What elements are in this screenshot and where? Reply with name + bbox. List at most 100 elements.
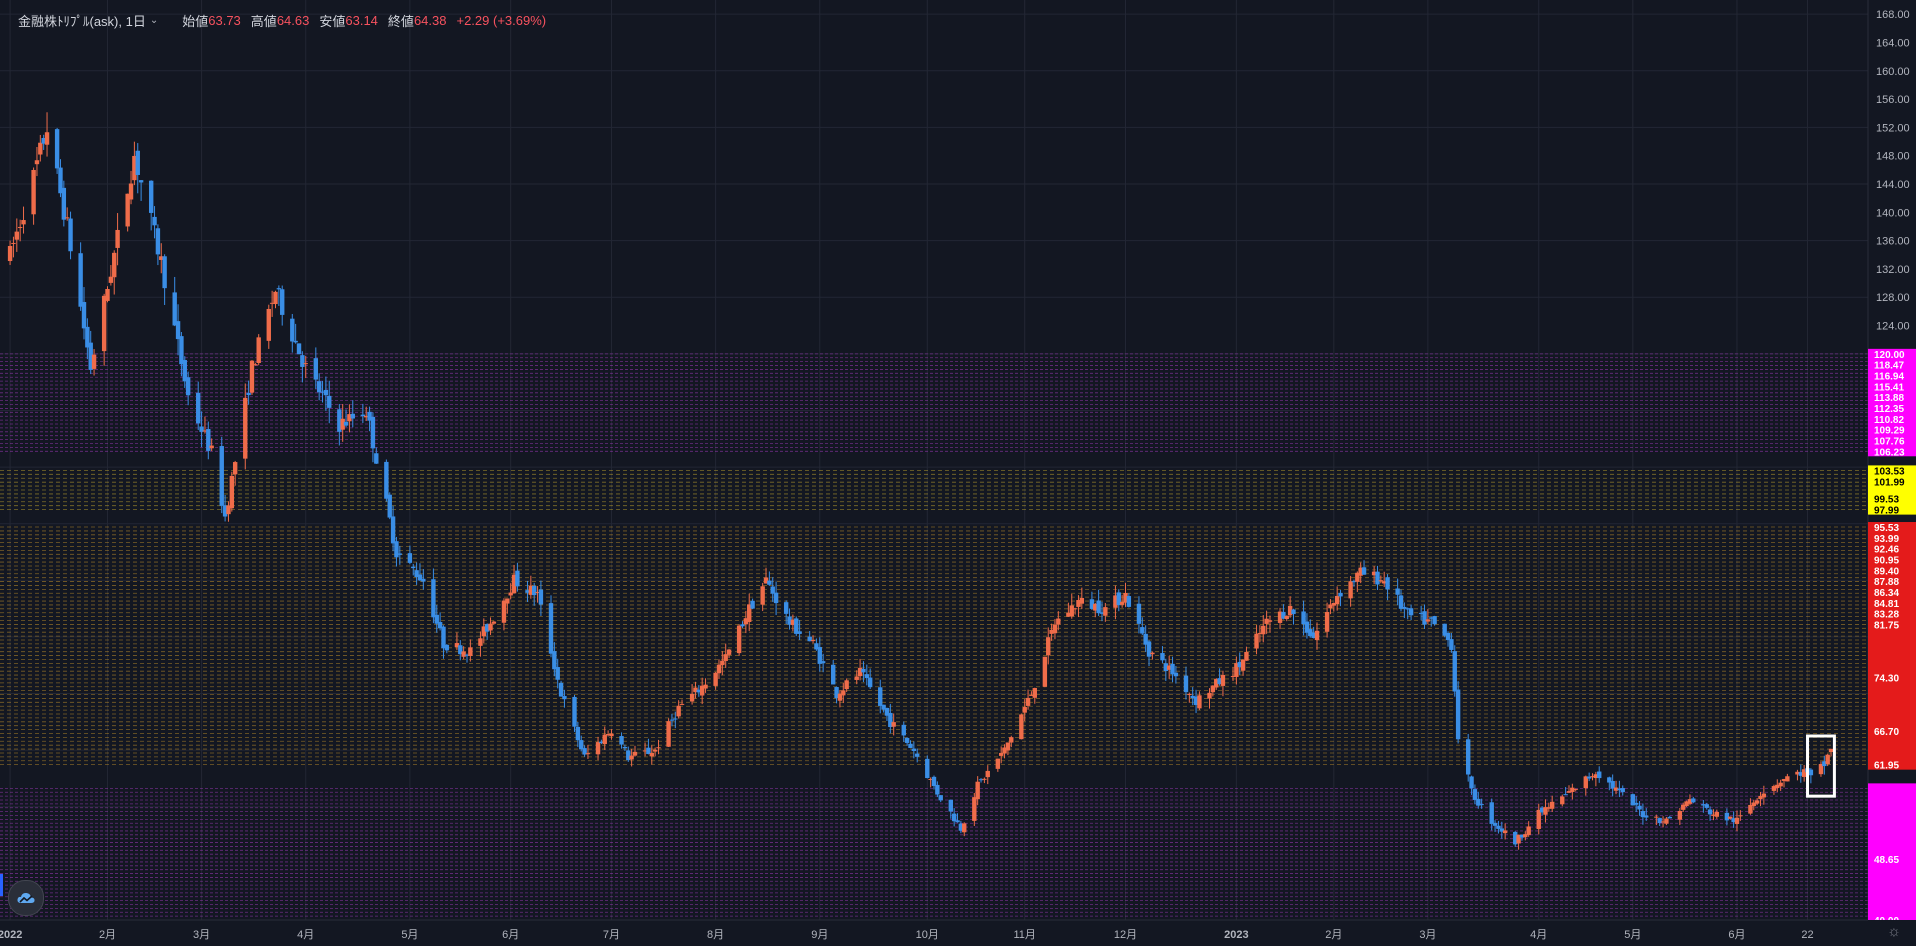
candle-body <box>555 667 560 680</box>
candle-body <box>935 784 940 795</box>
candle-body <box>689 693 695 702</box>
candle-body <box>159 256 164 260</box>
candle-body <box>676 705 681 717</box>
candle-body <box>760 586 765 605</box>
candle-body <box>1079 597 1085 604</box>
candle-body <box>1502 830 1508 834</box>
candle-body <box>938 795 943 801</box>
open-label: 始値 <box>182 13 209 29</box>
candle-body <box>1469 776 1474 789</box>
candle-body <box>434 614 439 624</box>
candle-body <box>478 638 483 646</box>
price-scale-label: 97.99 <box>1874 506 1899 517</box>
candle-body <box>605 734 611 736</box>
candle-body <box>888 712 893 728</box>
price-scale-label: 74.30 <box>1874 673 1899 684</box>
candle-body <box>1513 831 1518 845</box>
candle-body <box>1214 679 1219 688</box>
candle-body <box>726 649 732 655</box>
candle-body <box>602 734 607 745</box>
x-axis-tick: 9月 <box>811 929 828 941</box>
candle-body <box>656 747 661 749</box>
candle-body <box>579 740 584 750</box>
candle-body <box>595 742 601 755</box>
candle-body <box>360 414 366 417</box>
candle-body <box>1620 788 1625 793</box>
candle-body <box>431 579 436 618</box>
candle-body <box>394 541 399 558</box>
price-scale-label: 103.53 <box>1874 466 1905 477</box>
candle-body <box>1140 627 1145 634</box>
candle-body <box>387 494 392 518</box>
candle-body <box>1573 788 1578 790</box>
price-scale-label: 110.82 <box>1874 415 1904 426</box>
candle-body <box>1795 771 1800 775</box>
candle-body <box>820 661 826 664</box>
candle-body <box>464 654 470 656</box>
chevron-down-icon[interactable]: ⌄ <box>149 14 159 26</box>
candle-body <box>1563 794 1568 796</box>
candle-body <box>350 413 355 419</box>
candle-body <box>1217 678 1222 685</box>
gear-icon[interactable]: ☼ <box>1887 923 1901 940</box>
candle-body <box>78 253 83 307</box>
candle-body <box>300 355 305 367</box>
candle-body <box>421 578 426 582</box>
candle-body <box>619 736 624 745</box>
candle-body <box>501 600 507 623</box>
candle-body <box>1597 771 1602 779</box>
candle-body <box>807 636 812 642</box>
candle-body <box>743 618 749 625</box>
candle-body <box>1701 804 1706 806</box>
cloud-logo-icon[interactable] <box>8 880 44 916</box>
candle-body <box>901 724 906 736</box>
price-scale-label: 95.53 <box>1874 523 1899 534</box>
candle-body <box>182 360 187 382</box>
candle-body <box>407 553 413 563</box>
candle-body <box>972 797 977 821</box>
candle-body <box>1314 630 1320 641</box>
candle-body <box>1801 769 1807 777</box>
candle-body <box>1778 782 1783 787</box>
candle-body <box>1324 612 1330 632</box>
symbol-name[interactable]: 金融株ﾄﾘﾌﾟﾙ(ask), 1日 <box>18 13 146 29</box>
candle-body <box>152 216 157 226</box>
x-axis-tick: 2月 <box>1325 929 1342 941</box>
price-zone-red <box>1868 522 1916 770</box>
candle-body <box>340 418 345 430</box>
candle-body <box>458 645 463 655</box>
price-zone-magenta_lower <box>1868 783 1916 925</box>
candle-body <box>364 415 369 418</box>
x-axis-tick: 5月 <box>1624 929 1641 941</box>
candle-body <box>585 753 591 755</box>
candle-body <box>1405 608 1410 610</box>
candle-body <box>696 689 702 693</box>
open-value: 63.73 <box>208 12 241 28</box>
time-axis <box>0 920 1916 946</box>
candle-body <box>1093 603 1098 611</box>
candle-body <box>441 626 446 649</box>
candle-body <box>1657 818 1662 823</box>
candle-body <box>38 142 43 155</box>
candle-body <box>1549 801 1555 809</box>
candle-body <box>1089 599 1095 609</box>
price-scale-label: 107.76 <box>1874 436 1905 447</box>
candle-body <box>320 391 325 393</box>
candle-body <box>814 643 819 650</box>
candle-body <box>1586 776 1592 779</box>
candle-body <box>562 696 567 700</box>
candle-body <box>226 505 231 515</box>
candle-body <box>54 129 60 169</box>
candle-body <box>646 747 651 755</box>
candle-body <box>1738 815 1743 817</box>
candle-body <box>1677 810 1683 820</box>
candle-body <box>1492 822 1498 826</box>
candle-body <box>206 429 211 451</box>
candle-body <box>88 342 93 370</box>
candle-body <box>1348 581 1353 599</box>
candle-body <box>1207 692 1212 699</box>
candle-body <box>1113 595 1118 608</box>
candle-body <box>229 475 235 509</box>
candle-body <box>14 231 19 240</box>
